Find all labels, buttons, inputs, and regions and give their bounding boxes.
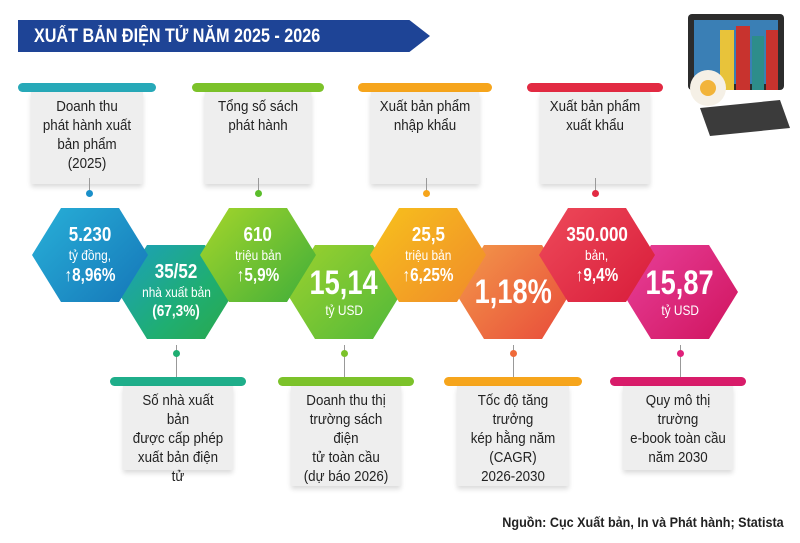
connector-dot [592, 190, 599, 197]
connector-dot [510, 350, 517, 357]
connector-dot [255, 190, 262, 197]
label-publishers: Số nhà xuất bản được cấp phép xuất bản đ… [110, 377, 246, 485]
connector-dot [86, 190, 93, 197]
label-exports: Xuất bản phẩm xuất khẩu [527, 83, 663, 184]
hex-imports: 25,5 triệu bản ↑6,25% [370, 208, 486, 302]
connector-dot [423, 190, 430, 197]
page-title: XUẤT BẢN ĐIỆN TỬ NĂM 2025 - 2026 [34, 26, 321, 47]
source-note: Nguồn: Cục Xuất bản, In và Phát hành; St… [502, 514, 784, 530]
connector-dot [341, 350, 348, 357]
label-cagr: Tốc độ tăng trưởng kép hằng năm (CAGR) 2… [444, 377, 582, 486]
label-total-books: Tổng số sách phát hành [192, 83, 324, 184]
connector-dot [677, 350, 684, 357]
label-ebook-market: Quy mô thị trường e-book toàn cầu năm 20… [610, 377, 746, 470]
label-global-revenue: Doanh thu thị trường sách điện tử toàn c… [278, 377, 414, 486]
connector-dot [173, 350, 180, 357]
title-banner: XUẤT BẢN ĐIỆN TỬ NĂM 2025 - 2026 [18, 20, 430, 52]
laptop-books-illustration [688, 14, 790, 136]
label-imports: Xuất bản phẩm nhập khẩu [358, 83, 492, 184]
label-revenue: Doanh thu phát hành xuất bản phẩm (2025) [18, 83, 156, 184]
